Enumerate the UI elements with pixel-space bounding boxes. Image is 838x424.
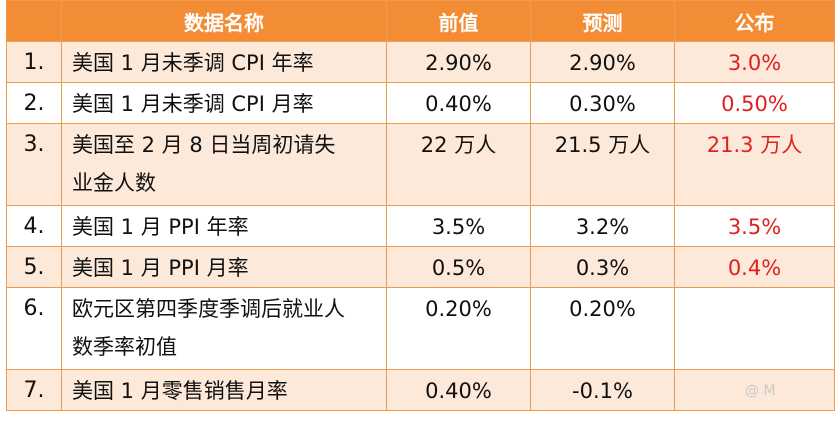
row-actual: 0.50% (674, 82, 835, 124)
header-data-name: 数据名称 (61, 0, 387, 42)
row-actual: 21.3 万人 (674, 123, 835, 206)
row-number: 5. (6, 246, 62, 288)
row-forecast: -0.1% (530, 369, 675, 411)
row-forecast: 0.20% (530, 287, 675, 370)
row-name: 美国 1 月零售销售月率 (61, 369, 387, 411)
row-number: 2. (6, 82, 62, 124)
watermark-text: @ M (745, 383, 776, 399)
table-row: 7. 美国 1 月零售销售月率 0.40% -0.1% (6, 369, 835, 411)
row-previous: 0.40% (386, 82, 531, 124)
row-actual: 3.5% (674, 205, 835, 247)
row-previous: 2.90% (386, 41, 531, 83)
row-previous: 0.40% (386, 369, 531, 411)
table-row: 2. 美国 1 月未季调 CPI 月率 0.40% 0.30% 0.50% (6, 82, 835, 124)
row-previous: 22 万人 (386, 123, 531, 206)
row-forecast: 2.90% (530, 41, 675, 83)
row-number: 6. (6, 287, 62, 370)
table-row: 5. 美国 1 月 PPI 月率 0.5% 0.3% 0.4% (6, 246, 835, 288)
row-name: 美国至 2 月 8 日当周初请失业金人数 (61, 123, 387, 206)
header-forecast: 预测 (530, 0, 675, 42)
economic-data-table: 数据名称 前值 预测 公布 1. 美国 1 月未季调 CPI 年率 2.90% … (6, 0, 835, 411)
row-number: 3. (6, 123, 62, 206)
row-number: 7. (6, 369, 62, 411)
row-name: 美国 1 月未季调 CPI 月率 (61, 82, 387, 124)
row-forecast: 0.3% (530, 246, 675, 288)
table-row: 3. 美国至 2 月 8 日当周初请失业金人数 22 万人 21.5 万人 21… (6, 123, 835, 206)
row-forecast: 21.5 万人 (530, 123, 675, 206)
row-forecast: 3.2% (530, 205, 675, 247)
row-actual: 0.4% (674, 246, 835, 288)
row-name: 欧元区第四季度季调后就业人数季率初值 (61, 287, 387, 370)
table-row: 1. 美国 1 月未季调 CPI 年率 2.90% 2.90% 3.0% (6, 41, 835, 83)
row-name: 美国 1 月 PPI 月率 (61, 246, 387, 288)
table-row: 4. 美国 1 月 PPI 年率 3.5% 3.2% 3.5% (6, 205, 835, 247)
row-actual (674, 287, 835, 370)
row-forecast: 0.30% (530, 82, 675, 124)
row-previous: 0.20% (386, 287, 531, 370)
row-actual (674, 369, 835, 411)
row-number: 4. (6, 205, 62, 247)
header-number (6, 0, 62, 42)
row-actual: 3.0% (674, 41, 835, 83)
table-header-row: 数据名称 前值 预测 公布 (6, 0, 835, 42)
row-previous: 0.5% (386, 246, 531, 288)
table-row: 6. 欧元区第四季度季调后就业人数季率初值 0.20% 0.20% (6, 287, 835, 370)
row-name: 美国 1 月未季调 CPI 年率 (61, 41, 387, 83)
row-number: 1. (6, 41, 62, 83)
header-previous: 前值 (386, 0, 531, 42)
row-previous: 3.5% (386, 205, 531, 247)
row-name: 美国 1 月 PPI 年率 (61, 205, 387, 247)
header-actual: 公布 (674, 0, 835, 42)
